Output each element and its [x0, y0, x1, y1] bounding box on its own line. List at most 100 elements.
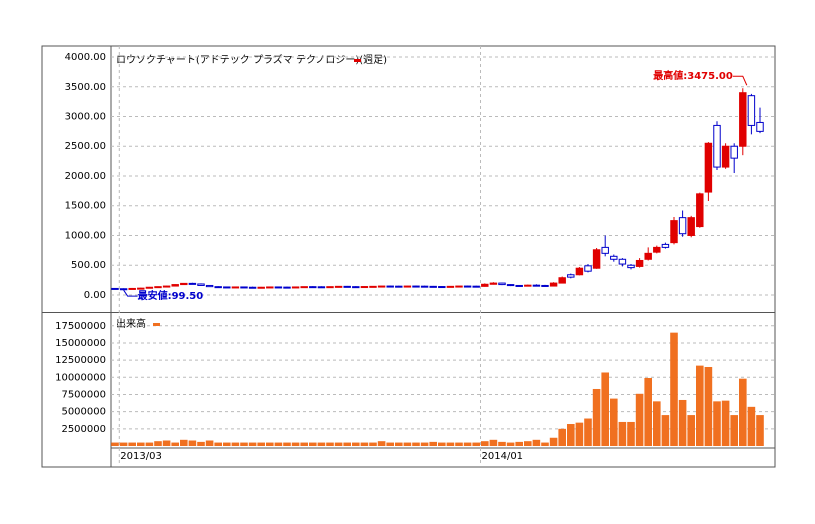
- volume-bar: [214, 442, 222, 446]
- volume-bar: [498, 441, 506, 446]
- candle-body: [377, 285, 386, 288]
- volume-bar: [601, 372, 609, 446]
- volume-bar: [515, 441, 523, 446]
- candle-body: [592, 249, 601, 269]
- candle-body: [541, 284, 549, 287]
- candle-body: [300, 286, 308, 289]
- volume-bar: [334, 442, 343, 446]
- candle-body: [438, 286, 446, 289]
- y-tick-label: 5000000: [61, 407, 106, 418]
- candle-body: [567, 274, 575, 278]
- y-tick-label: 7500000: [61, 389, 106, 400]
- y-tick-label: 1500.00: [65, 201, 106, 212]
- chart-title: ロウソクチャート(アドテック プラズマ テクノロジー)(週足): [116, 53, 387, 66]
- candle-body: [188, 282, 197, 285]
- volume-bar: [627, 421, 635, 446]
- volume-bar: [429, 441, 437, 446]
- candle-body: [205, 284, 214, 288]
- candle-body: [257, 286, 265, 289]
- volume-bar: [145, 442, 154, 446]
- volume-bar: [205, 440, 214, 446]
- volume-bar: [678, 399, 687, 446]
- volume-bar: [180, 439, 188, 446]
- y-tick-label: 15000000: [55, 338, 106, 349]
- volume-bar: [635, 393, 644, 446]
- candle-body: [317, 286, 326, 289]
- candle-body: [644, 252, 652, 260]
- candle-body: [214, 286, 222, 289]
- candle-body: [128, 287, 136, 290]
- candle-body: [481, 283, 489, 287]
- candle-body: [463, 285, 472, 288]
- volume-bar: [300, 442, 308, 446]
- volume-bar: [644, 377, 652, 446]
- volume-bar: [171, 442, 179, 446]
- candle-body: [713, 124, 721, 168]
- y-tick-label: 0.00: [84, 290, 106, 301]
- volume-bar: [696, 365, 704, 446]
- candle-body: [343, 285, 351, 288]
- y-tick-label: 10000000: [55, 372, 106, 383]
- y-tick-label: 2500000: [61, 424, 106, 435]
- volume-title: 出来高: [116, 317, 146, 330]
- volume-bar: [653, 401, 661, 446]
- y-tick-label: 2500.00: [65, 141, 106, 152]
- candle-body: [455, 285, 463, 288]
- volume-bar: [266, 442, 274, 446]
- volume-bar: [326, 442, 334, 446]
- candle-body: [154, 286, 162, 289]
- candle-body: [506, 284, 515, 287]
- candle-body: [549, 282, 558, 287]
- volume-bar: [704, 366, 713, 446]
- volume-bar: [567, 424, 575, 446]
- volume-bar: [197, 441, 205, 446]
- candle-body: [756, 121, 764, 132]
- candle-body: [180, 282, 188, 286]
- x-tick-label: 2014/01: [482, 451, 524, 462]
- volume-bar: [343, 442, 351, 446]
- volume-bar: [489, 439, 498, 446]
- candle-body: [119, 288, 128, 291]
- candle-body: [369, 285, 377, 288]
- volume-bar: [309, 442, 317, 446]
- volume-bar: [730, 415, 738, 446]
- candle-body: [575, 267, 584, 276]
- volume-bar: [438, 442, 446, 446]
- legend-marker: [354, 59, 361, 62]
- candle-body: [274, 286, 283, 289]
- candle-body: [171, 284, 179, 287]
- volume-bar: [541, 442, 549, 446]
- candle-body: [137, 287, 145, 290]
- candle-body: [291, 286, 300, 289]
- volume-bar: [291, 442, 300, 446]
- volume-bar: [463, 442, 472, 446]
- candle-body: [627, 264, 635, 269]
- volume-bar: [403, 442, 412, 446]
- candle-body: [489, 282, 498, 285]
- candle-body: [739, 92, 747, 147]
- volume-bar: [119, 442, 128, 446]
- candle-body: [730, 145, 738, 159]
- volume-bar: [162, 440, 171, 446]
- volume-bar: [420, 442, 429, 446]
- candle-body: [498, 282, 506, 286]
- y-tick-label: 4000.00: [65, 52, 106, 63]
- volume-bar: [395, 442, 403, 446]
- volume-bar: [558, 428, 566, 446]
- y-tick-label: 17500000: [55, 321, 106, 332]
- volume-bar: [317, 442, 326, 446]
- volume-bar: [670, 332, 678, 446]
- candle-body: [618, 258, 627, 265]
- volume-bar: [412, 442, 420, 446]
- volume-bar: [128, 442, 136, 446]
- candle-body: [386, 285, 394, 288]
- volume-bar: [188, 440, 197, 446]
- candle-body: [696, 193, 704, 228]
- volume-bar: [274, 442, 283, 446]
- volume-bar: [386, 442, 394, 446]
- volume-bar: [223, 442, 231, 446]
- candle-body: [610, 255, 618, 260]
- candle-body: [326, 286, 334, 289]
- candle-body: [635, 259, 644, 267]
- volume-bar: [360, 442, 369, 446]
